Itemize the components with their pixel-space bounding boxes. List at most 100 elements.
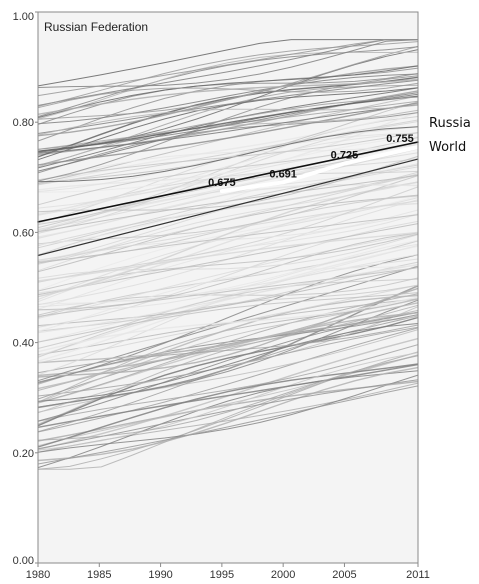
background-country-line — [37, 96, 419, 150]
background-country-line — [37, 223, 419, 296]
background-country-line — [37, 266, 419, 327]
background-country-line — [37, 327, 419, 433]
background-country-line — [37, 181, 419, 298]
background-country-line — [37, 136, 419, 193]
background-country-line — [37, 214, 419, 264]
y-tick-label: 0.20 — [13, 448, 34, 460]
background-country-line — [37, 355, 419, 441]
background-country-line — [37, 366, 419, 462]
x-tick-label: 1990 — [148, 569, 172, 581]
background-country-line — [37, 39, 418, 87]
background-country-line — [37, 296, 419, 353]
background-country-line — [37, 104, 419, 136]
series-label-russia: Russia — [429, 116, 471, 131]
background-country-line — [37, 174, 419, 233]
background-country-line — [37, 51, 419, 120]
value-label: 0.691 — [269, 168, 297, 180]
background-country-line — [37, 142, 419, 182]
value-label: 0.725 — [331, 150, 359, 162]
background-country-line — [37, 132, 419, 216]
y-axis: 0.00 0.20 0.40 0.60 0.80 1.00 — [13, 11, 38, 567]
x-tick-label: 2011 — [406, 569, 430, 581]
background-country-line — [37, 240, 419, 318]
background-country-line — [37, 245, 419, 362]
background-country-line — [37, 239, 419, 305]
background-country-line — [37, 95, 419, 152]
background-country-line — [37, 186, 419, 283]
background-country-line — [37, 142, 419, 246]
background-country-line — [37, 104, 419, 154]
x-tick-label: 1995 — [210, 569, 234, 581]
y-tick-label: 0.60 — [13, 227, 34, 239]
background-country-line — [37, 132, 419, 181]
background-country-line — [37, 231, 419, 282]
x-tick-label: 2005 — [332, 569, 356, 581]
background-country-line — [37, 284, 419, 358]
background-country-line — [37, 316, 419, 427]
series-labels: Russia World — [429, 116, 471, 155]
highlighted-series — [37, 141, 420, 257]
background-country-line — [37, 385, 419, 465]
background-country-line — [37, 39, 418, 106]
chart-title: Russian Federation — [44, 20, 148, 34]
y-tick-label: 0.80 — [13, 117, 34, 129]
background-country-line — [37, 363, 419, 448]
y-tick-label: 0.00 — [13, 555, 34, 567]
background-country-line — [37, 39, 418, 97]
background-country-line — [37, 277, 419, 316]
x-tick-label: 2000 — [271, 569, 295, 581]
background-country-line — [37, 326, 419, 397]
series-label-world: World — [429, 140, 466, 155]
background-country-line — [37, 73, 419, 125]
background-country-line — [37, 352, 419, 451]
background-country-line — [37, 119, 419, 186]
x-tick-label: 1985 — [87, 569, 111, 581]
background-country-line — [37, 132, 419, 193]
background-country-line — [37, 65, 419, 119]
x-axis: 1980 1985 1990 1995 2000 2005 2011 — [26, 563, 430, 581]
background-country-line — [37, 155, 419, 213]
y-tick-label: 0.40 — [13, 338, 34, 350]
x-tick-label: 1980 — [26, 569, 50, 581]
background-country-line — [37, 344, 419, 422]
background-country-line — [37, 213, 419, 303]
background-country-line — [37, 302, 419, 364]
background-country-line — [37, 41, 419, 107]
value-labels: 0.675 0.691 0.725 0.755 — [208, 133, 414, 189]
background-country-line — [37, 144, 419, 209]
background-country-line — [37, 254, 419, 383]
background-country-line — [37, 293, 419, 404]
background-country-line — [37, 173, 419, 265]
background-country-line — [37, 233, 419, 319]
background-country-line — [37, 265, 419, 332]
background-country-line — [37, 284, 419, 364]
background-country-line — [37, 278, 419, 349]
background-country-line — [37, 39, 419, 88]
background-country-line — [37, 213, 419, 310]
value-label: 0.755 — [386, 133, 414, 145]
background-country-line — [37, 294, 419, 390]
background-country-line — [37, 111, 419, 186]
background-country-line — [37, 137, 419, 206]
background-country-line — [37, 220, 419, 328]
background-country-line — [37, 370, 419, 469]
background-country-line — [37, 78, 419, 115]
value-label: 0.675 — [208, 177, 236, 189]
background-country-line — [37, 323, 419, 402]
series-line-world — [37, 158, 419, 257]
background-country-line — [37, 264, 419, 334]
background-country-line — [37, 267, 419, 317]
background-country-line — [37, 363, 419, 428]
background-country-line — [37, 200, 419, 261]
background-country-line — [37, 126, 419, 183]
background-country-line — [37, 233, 419, 292]
plot-frame — [37, 11, 419, 564]
background-country-line — [37, 324, 419, 374]
background-country-line — [37, 183, 419, 238]
background-country-line — [37, 87, 419, 161]
background-country-lines — [37, 39, 419, 470]
background-country-line — [37, 174, 419, 247]
background-country-line — [37, 298, 419, 404]
background-country-line — [37, 158, 419, 216]
